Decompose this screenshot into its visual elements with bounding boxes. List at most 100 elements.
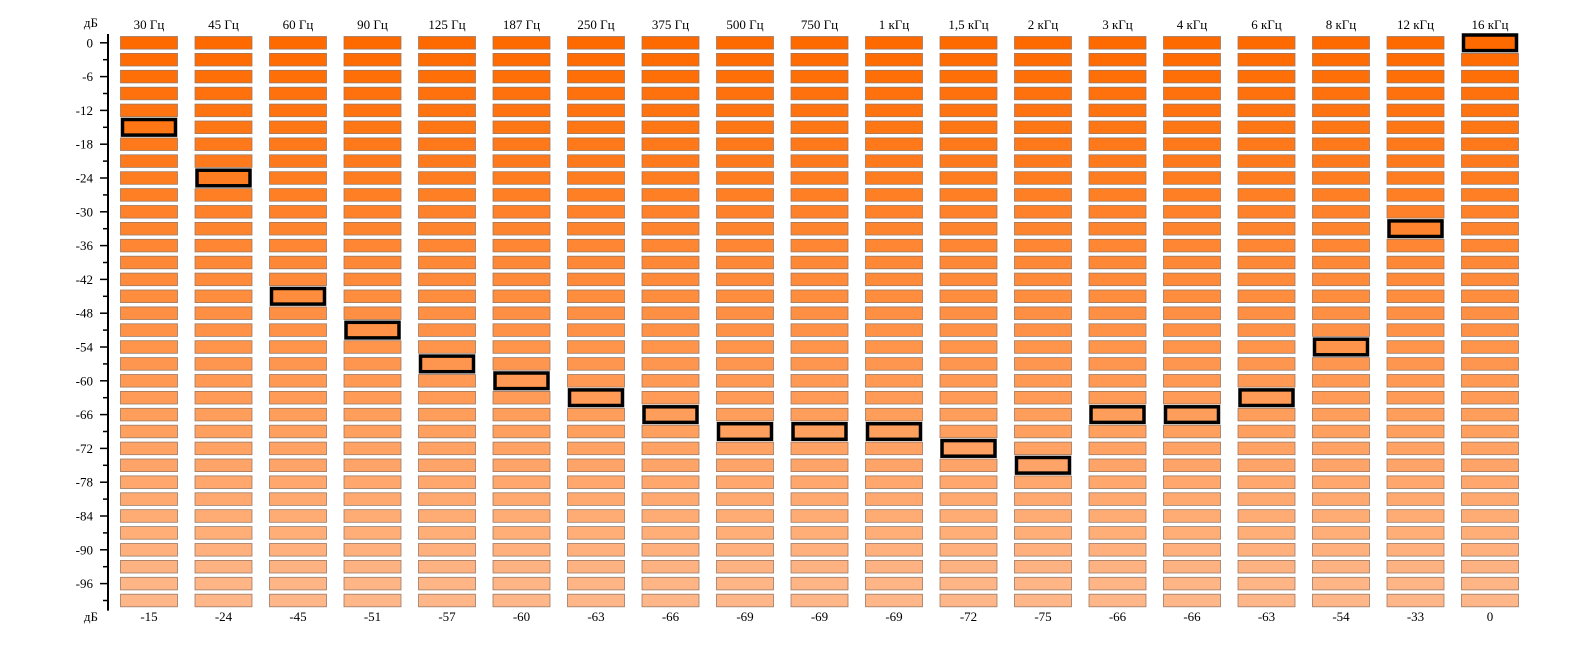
level-segment [1386, 53, 1445, 67]
level-segment [418, 53, 476, 67]
level-segment [641, 390, 700, 405]
level-segment [716, 205, 774, 219]
level-segment [716, 323, 774, 337]
band-column [939, 36, 998, 608]
level-segment [939, 458, 998, 473]
level-segment [1461, 390, 1519, 405]
level-segment [1088, 188, 1147, 202]
level-segment [1461, 475, 1519, 489]
level-segment [418, 86, 476, 101]
level-segment [418, 340, 476, 354]
level-segment [492, 323, 551, 337]
peak-marker [1014, 455, 1072, 475]
level-segment [716, 255, 774, 270]
level-segment [865, 374, 923, 388]
frequency-label: 3 кГц [1102, 17, 1133, 32]
peak-marker [1312, 337, 1370, 357]
level-segment [790, 306, 849, 320]
level-segment [790, 576, 849, 591]
level-segment [1461, 69, 1519, 84]
peak-marker [642, 405, 699, 425]
level-segment [1237, 103, 1296, 118]
value-label: -69 [811, 609, 828, 624]
level-segment [1461, 86, 1519, 101]
level-segment [269, 560, 327, 574]
level-segment [1163, 86, 1221, 101]
level-segment [790, 340, 849, 354]
level-segment [1386, 36, 1445, 50]
level-segment [567, 340, 625, 354]
level-segment [865, 221, 923, 236]
level-segment [492, 154, 551, 168]
level-segment [567, 441, 625, 456]
level-segment [641, 289, 700, 304]
level-segment [716, 509, 774, 523]
level-segment [1163, 171, 1221, 185]
level-segment [1237, 137, 1296, 151]
peak-marker [195, 168, 252, 188]
level-segment [790, 103, 849, 118]
level-segment [269, 407, 327, 422]
level-segment [492, 137, 551, 151]
level-segment [1163, 323, 1221, 337]
level-segment [1461, 407, 1519, 422]
level-segment [641, 53, 700, 67]
level-segment [120, 36, 178, 50]
level-segment [567, 53, 625, 67]
level-segment [790, 374, 849, 388]
level-segment [567, 221, 625, 236]
level-segment [1163, 543, 1221, 557]
level-segment [716, 171, 774, 185]
level-segment [1163, 137, 1221, 151]
level-segment [865, 255, 923, 270]
level-segment [790, 120, 849, 135]
level-segment [1461, 458, 1519, 473]
level-segment [418, 424, 476, 439]
level-segment [865, 407, 923, 422]
level-segment [492, 205, 551, 219]
level-segment [641, 103, 700, 118]
level-segment [120, 188, 178, 202]
level-segment [418, 543, 476, 557]
level-segment [194, 424, 253, 439]
level-segment [1386, 238, 1445, 253]
frequency-labels: 30 Гц 45 Гц 60 Гц 90 Гц 125 Гц 187 Гц 250 Гц 37… [134, 17, 1509, 32]
level-segment [269, 171, 327, 185]
level-segment [939, 593, 998, 608]
level-segment [865, 593, 923, 608]
level-segment [1237, 255, 1296, 270]
band-column [641, 36, 700, 608]
level-segment [120, 424, 178, 439]
level-segment [120, 543, 178, 557]
level-segment [343, 221, 402, 236]
level-segment [343, 357, 402, 371]
level-segment [939, 492, 998, 506]
level-segment [939, 390, 998, 405]
y-tick-label: -54 [76, 340, 94, 355]
level-segment [939, 289, 998, 304]
level-segment [194, 103, 253, 118]
level-segment [790, 154, 849, 168]
level-segment [343, 255, 402, 270]
level-segment [1237, 458, 1296, 473]
level-segment [492, 86, 551, 101]
level-segment [865, 205, 923, 219]
level-segment [567, 306, 625, 320]
level-segment [567, 374, 625, 388]
level-segment [120, 593, 178, 608]
level-segment [1386, 103, 1445, 118]
level-segment [1386, 407, 1445, 422]
level-segment [865, 86, 923, 101]
level-segment [1461, 188, 1519, 202]
level-segment [1014, 221, 1072, 236]
y-tick-label: -72 [76, 441, 93, 456]
level-segment [1312, 103, 1370, 118]
frequency-label: 12 кГц [1397, 17, 1434, 32]
level-segment [1163, 53, 1221, 67]
level-segment [939, 509, 998, 523]
level-segment [939, 221, 998, 236]
level-segment [1014, 509, 1072, 523]
level-segment [939, 154, 998, 168]
value-label: -69 [885, 609, 902, 624]
level-segment [194, 137, 253, 151]
